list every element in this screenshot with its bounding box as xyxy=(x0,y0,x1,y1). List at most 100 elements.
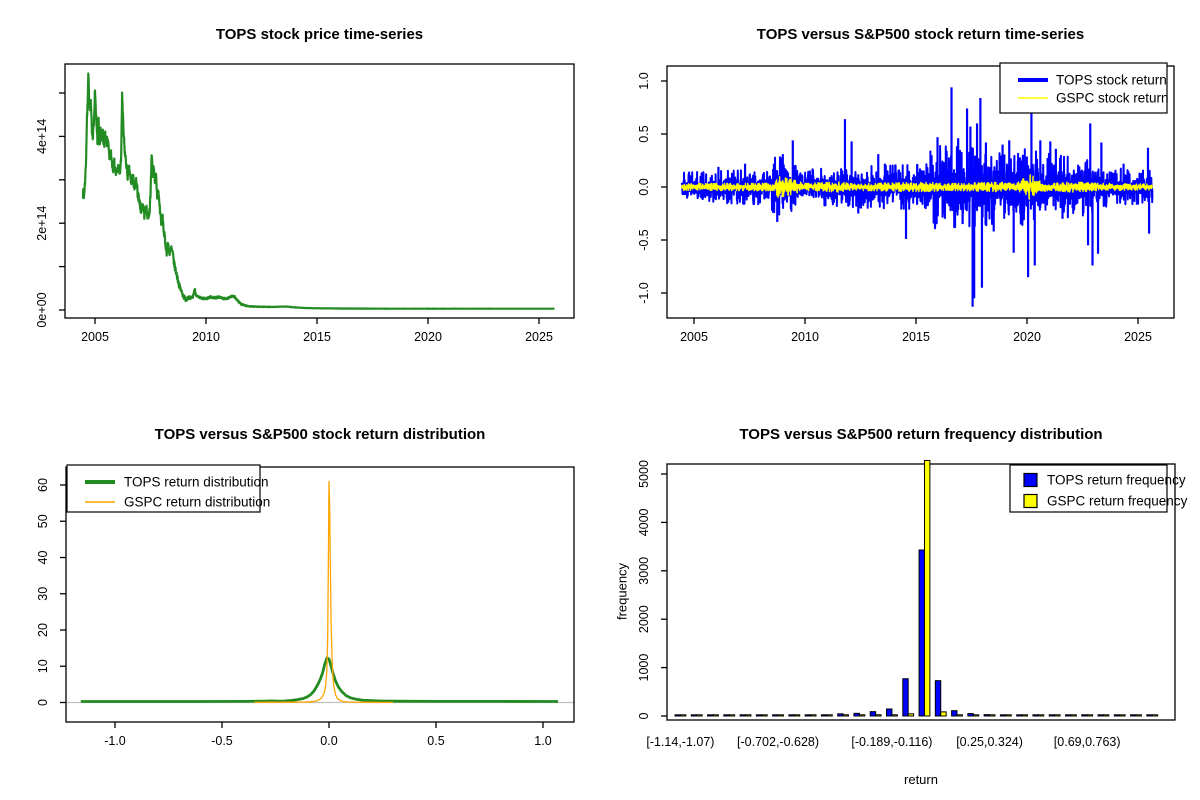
bin-label: [-1.14,-1.07) xyxy=(646,735,714,749)
tops-freq-bar xyxy=(951,710,958,717)
plot-box xyxy=(666,65,1175,319)
panel-return-frequency: TOPS versus S&P500 return frequency dist… xyxy=(600,400,1200,800)
tops-freq-bar xyxy=(934,680,942,717)
gspc-freq-bar xyxy=(696,714,703,717)
gspc-freq-bar xyxy=(923,459,931,717)
tops-freq-bar xyxy=(1016,714,1023,717)
tops-freq-bar xyxy=(886,708,893,717)
y-tick-label: 2000 xyxy=(637,605,651,633)
return-timeseries-title: TOPS versus S&P500 stock return time-ser… xyxy=(756,26,1085,43)
gspc-freq-bar xyxy=(875,714,882,717)
y-axis-label: frequency xyxy=(614,562,630,621)
tops-freq-bar xyxy=(1097,714,1104,717)
gspc-freq-bar xyxy=(972,714,980,717)
legend-label: GSPC stock return xyxy=(1056,91,1169,106)
x-tick-label: 2020 xyxy=(1013,330,1041,344)
legend-label: GSPC return distribution xyxy=(124,495,270,510)
gspc-freq-bar xyxy=(761,714,768,717)
y-tick-label: 10 xyxy=(36,659,50,673)
tops-freq-bar xyxy=(690,714,698,717)
gspc-freq-bar xyxy=(745,714,752,717)
tops-freq-bar xyxy=(1032,714,1039,717)
tops-freq-bar xyxy=(755,714,763,717)
gspc-freq-bar xyxy=(1086,714,1094,717)
y-tick-label: 3000 xyxy=(637,557,651,585)
panel-return-distribution: TOPS versus S&P500 stock return distribu… xyxy=(0,400,600,800)
y-tick-label: 4e+14 xyxy=(35,119,49,154)
tops-freq-bar xyxy=(1048,714,1056,717)
x-tick-label: 2020 xyxy=(414,330,442,344)
gspc-freq-bar xyxy=(989,714,996,717)
return-frequency-plot: 0 1000 2000 3000 4000 5000 [-1.14,-1.07) [-0.70… xyxy=(637,459,1188,749)
gspc-return-series xyxy=(681,174,1154,200)
gspc-freq-bar xyxy=(810,714,817,717)
y-tick-label: 20 xyxy=(36,623,50,637)
x-tick-label: 2015 xyxy=(902,330,930,344)
return-frequency-title: TOPS versus S&P500 return frequency dist… xyxy=(739,426,1103,443)
x-tick-label: -1.0 xyxy=(104,734,126,748)
tops-freq-bar xyxy=(853,712,860,717)
gspc-freq-bar xyxy=(679,714,687,717)
tops-freq-bar xyxy=(1130,714,1137,717)
tops-freq-bar xyxy=(837,713,844,717)
legend-label: TOPS return distribution xyxy=(124,475,269,490)
tops-freq-bar xyxy=(999,714,1007,717)
legend-label: TOPS return frequency xyxy=(1047,473,1186,488)
gspc-freq-bar xyxy=(1005,714,1012,717)
legend-swatch xyxy=(1023,493,1038,509)
gspc-freq-bar xyxy=(1119,714,1126,717)
gspc-freq-bar xyxy=(940,711,947,717)
tops-freq-bar xyxy=(674,714,681,717)
gspc-freq-bar xyxy=(1054,714,1061,717)
gspc-freq-bar xyxy=(1037,714,1045,717)
x-tick-label: 1.0 xyxy=(534,734,551,748)
bin-label: [0.25,0.324) xyxy=(956,735,1023,749)
tops-freq-bar xyxy=(967,713,974,717)
tops-freq-bar xyxy=(707,714,714,717)
tops-freq-bar xyxy=(1113,714,1121,717)
tops-price-title: TOPS stock price time-series xyxy=(215,26,424,43)
y-tick-label: -1.0 xyxy=(637,282,651,304)
gspc-density-curve xyxy=(254,480,394,704)
x-tick-label: 2025 xyxy=(1124,330,1152,344)
tops-freq-bar xyxy=(820,714,828,717)
x-tick-label: 0.5 xyxy=(427,734,444,748)
y-tick-label: 0.0 xyxy=(637,178,651,195)
gspc-freq-bar xyxy=(1070,714,1077,717)
y-tick-label: 4000 xyxy=(637,508,651,536)
tops-freq-bar xyxy=(1064,714,1072,717)
gspc-freq-bar xyxy=(1021,714,1029,717)
gspc-freq-bar xyxy=(891,714,898,717)
bin-label: [0.69,0.763) xyxy=(1054,735,1121,749)
x-axis-label: return xyxy=(904,772,938,787)
y-tick-label: 0e+00 xyxy=(35,292,49,327)
tops-density-curve xyxy=(80,656,559,703)
legend-box xyxy=(66,464,261,513)
plot-box xyxy=(64,63,575,319)
gspc-freq-bar xyxy=(858,714,866,717)
y-tick-label: 40 xyxy=(36,551,50,565)
gspc-freq-bar xyxy=(842,714,850,717)
y-tick-label: 2e+14 xyxy=(35,206,49,241)
tops-freq-bar xyxy=(918,549,925,717)
legend-box xyxy=(999,62,1168,114)
x-tick-label: -0.5 xyxy=(211,734,233,748)
return-timeseries-plot: 2005 2010 2015 2020 2025 -1.0 -0.5 0.0 0.5 1.0 TOP… xyxy=(637,62,1175,344)
y-tick-label: 5000 xyxy=(637,460,651,488)
gspc-freq-bar xyxy=(1151,714,1159,717)
tops-freq-bar xyxy=(869,711,877,717)
bin-label: [-0.702,-0.628) xyxy=(737,735,819,749)
x-tick-label: 0.0 xyxy=(320,734,337,748)
x-tick-label: 2010 xyxy=(791,330,819,344)
gspc-freq-bar xyxy=(956,714,963,717)
gspc-freq-bar xyxy=(728,714,736,717)
y-tick-label: 50 xyxy=(36,514,50,528)
gspc-freq-bar xyxy=(1135,714,1142,717)
gspc-freq-bar xyxy=(793,714,801,717)
legend-swatch xyxy=(1023,472,1038,488)
tops-freq-bar xyxy=(1081,714,1088,717)
legend-label: GSPC return frequency xyxy=(1047,494,1188,509)
y-tick-label: -0.5 xyxy=(637,229,651,251)
gspc-freq-bar xyxy=(1102,714,1110,717)
bin-label: [-0.189,-0.116) xyxy=(851,735,932,749)
